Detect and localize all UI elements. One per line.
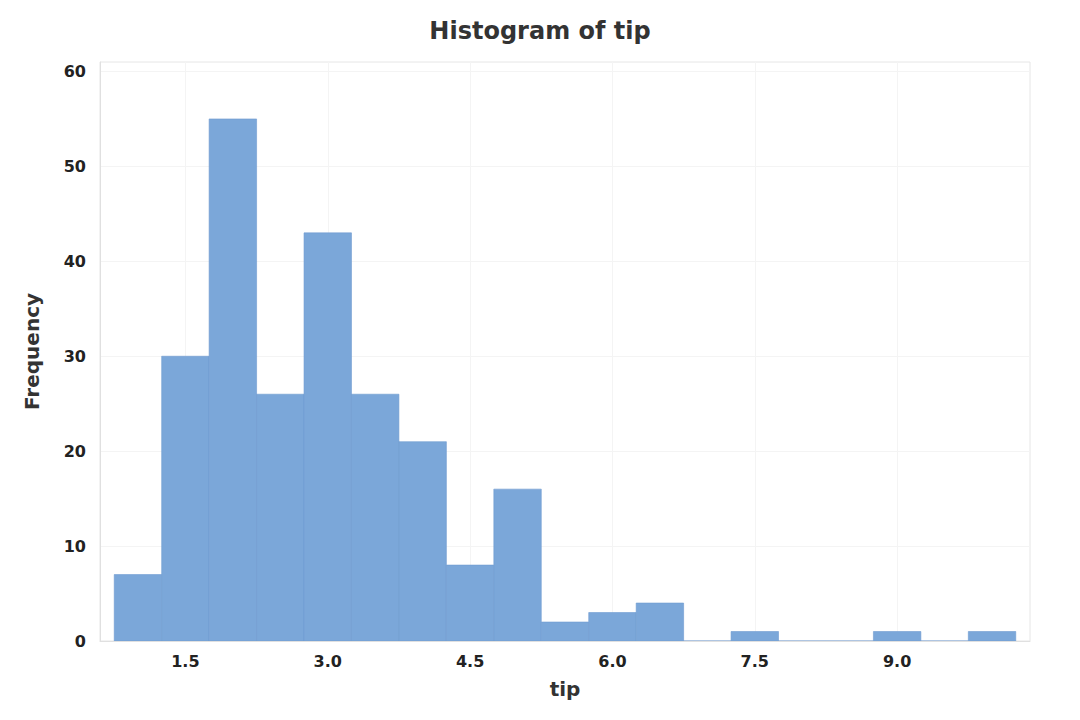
svg-text:Histogram of tip: Histogram of tip [429,17,650,45]
svg-text:10: 10 [64,537,86,556]
svg-text:tip: tip [550,677,581,701]
svg-text:4.5: 4.5 [456,652,484,671]
svg-text:9.0: 9.0 [883,652,911,671]
svg-text:20: 20 [64,442,86,461]
svg-text:30: 30 [64,347,86,366]
svg-text:3.0: 3.0 [314,652,342,671]
svg-text:1.5: 1.5 [171,652,199,671]
svg-text:40: 40 [64,252,86,271]
svg-text:0: 0 [75,632,86,651]
svg-text:50: 50 [64,157,86,176]
svg-text:7.5: 7.5 [741,652,769,671]
svg-text:60: 60 [64,62,86,81]
svg-text:Frequency: Frequency [20,293,44,410]
svg-text:6.0: 6.0 [598,652,626,671]
